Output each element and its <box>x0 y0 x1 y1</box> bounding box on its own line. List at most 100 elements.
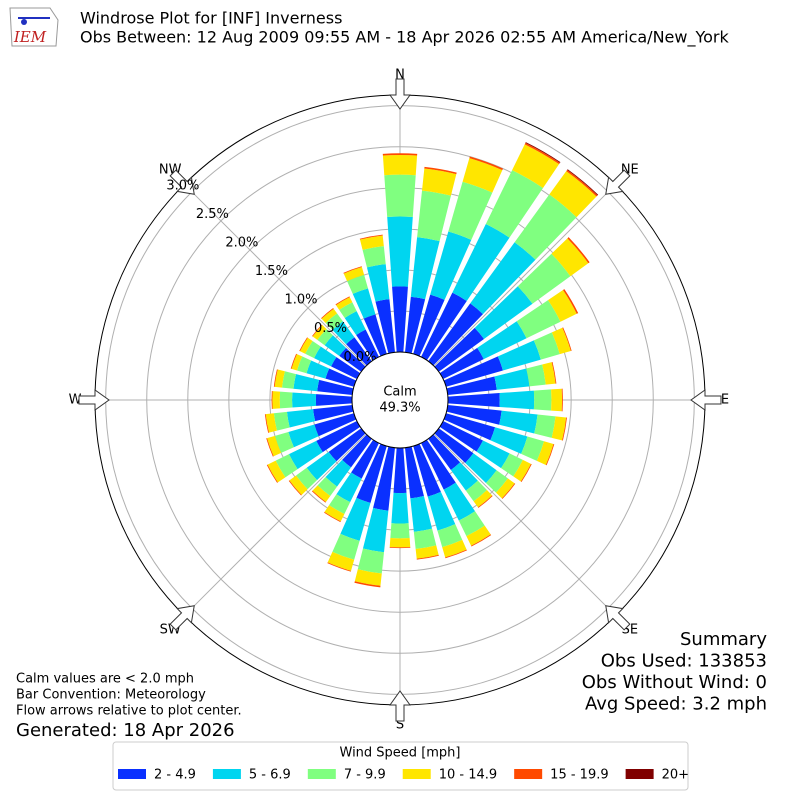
bar-segment <box>273 369 278 387</box>
bar-segment <box>331 357 361 379</box>
flow-arrow <box>605 169 631 195</box>
bar-segment <box>517 253 571 304</box>
bar-segment <box>324 511 341 523</box>
bar-segment <box>391 492 409 524</box>
bar-segment <box>421 292 467 361</box>
bar-segment <box>389 546 411 549</box>
bar-segment <box>474 286 533 339</box>
bar-segment <box>405 446 424 499</box>
bar-segment <box>533 332 560 360</box>
bar-segment <box>447 393 500 407</box>
bar-segment <box>356 443 387 503</box>
bar-segment <box>390 523 410 539</box>
legend-frame <box>112 741 689 791</box>
flow-arrow <box>169 605 195 631</box>
bar-segment <box>563 289 579 314</box>
logo-text: IEM <box>13 28 47 46</box>
legend-label: 10 - 14.9 <box>439 768 497 783</box>
bar-segment <box>513 459 531 482</box>
legend-title: Wind Speed [mph] <box>340 746 461 761</box>
bar-segment <box>347 274 368 294</box>
bar-segment <box>520 463 532 482</box>
flow-arrow <box>389 78 411 110</box>
bar-segment <box>343 267 365 282</box>
bar-segment <box>312 485 331 502</box>
radial-grid-line <box>433 183 617 367</box>
bar-segment <box>339 347 366 372</box>
bar-segment <box>442 539 467 558</box>
bar-segment <box>495 478 515 499</box>
bar-segment <box>317 477 338 496</box>
bar-segment <box>366 264 390 302</box>
chart-title: Windrose Plot for [INF] Inverness <box>80 9 342 28</box>
bar-segment <box>387 216 413 287</box>
summary-line: Obs Without Wind: 0 <box>582 672 767 693</box>
bar-segment <box>413 443 441 497</box>
bar-segment <box>524 142 560 165</box>
bar-segment <box>339 302 357 319</box>
legend-label: 5 - 6.9 <box>249 768 291 783</box>
bar-segment <box>417 190 451 242</box>
bar-segment <box>344 311 366 336</box>
bar-segment <box>266 438 274 457</box>
bar-segment <box>446 405 502 425</box>
bar-segment <box>443 356 503 387</box>
bar-segment <box>466 525 491 546</box>
direction-label: S <box>396 718 404 733</box>
bar-segment <box>321 308 334 319</box>
bar-segment <box>282 371 297 389</box>
bar-segment <box>290 353 297 369</box>
bar-segment <box>267 460 286 483</box>
r-tick-label: 2.5% <box>196 207 229 222</box>
bar-segment <box>286 409 316 428</box>
bar-segment <box>516 300 561 339</box>
legend-label: 2 - 4.9 <box>154 768 196 783</box>
bar-segment <box>335 297 353 310</box>
bar-segment <box>473 490 493 508</box>
bar-segment <box>321 308 338 323</box>
bar-segment <box>443 482 476 521</box>
bar-segment <box>430 231 472 300</box>
bar-segment <box>356 329 379 361</box>
bar-segment <box>497 340 541 371</box>
bar-segment <box>352 288 376 319</box>
bar-segment <box>329 494 351 514</box>
bar-segment <box>317 379 354 395</box>
bar-segment <box>485 470 508 493</box>
bar-segment <box>405 296 426 354</box>
bar-segment <box>434 428 474 464</box>
bar-segment <box>274 432 294 453</box>
bar-segment <box>305 341 321 359</box>
bar-segment <box>363 314 387 357</box>
legend-swatch <box>402 769 431 779</box>
bar-segment <box>545 444 555 466</box>
bar-segment <box>265 413 277 433</box>
bar-segment <box>437 524 463 548</box>
bar-segment <box>551 416 567 441</box>
bar-segment <box>279 391 293 409</box>
flow-arrow <box>78 389 110 411</box>
bar-segment <box>362 507 389 553</box>
bar-segment <box>551 327 571 355</box>
bar-segment <box>324 505 345 522</box>
bar-segment <box>314 413 357 437</box>
bar-segment <box>443 413 496 441</box>
bar-segment <box>384 174 416 217</box>
flow-arrow <box>389 690 411 722</box>
bar-segment <box>567 169 599 196</box>
bar-segment <box>327 562 352 572</box>
generated: Generated: 18 Apr 2026 <box>16 720 235 741</box>
bar-segment <box>291 354 303 371</box>
bar-segment <box>477 495 493 508</box>
bar-segment <box>424 166 457 175</box>
bar-segment <box>300 337 313 354</box>
legend-swatch <box>514 769 543 779</box>
bar-segment <box>273 411 290 431</box>
bar-segment <box>325 368 357 387</box>
bar-segment <box>328 428 366 462</box>
bar-segment <box>382 153 418 156</box>
bar-segment <box>428 303 483 366</box>
grid-ring <box>146 146 654 654</box>
bar-segment <box>359 234 383 240</box>
